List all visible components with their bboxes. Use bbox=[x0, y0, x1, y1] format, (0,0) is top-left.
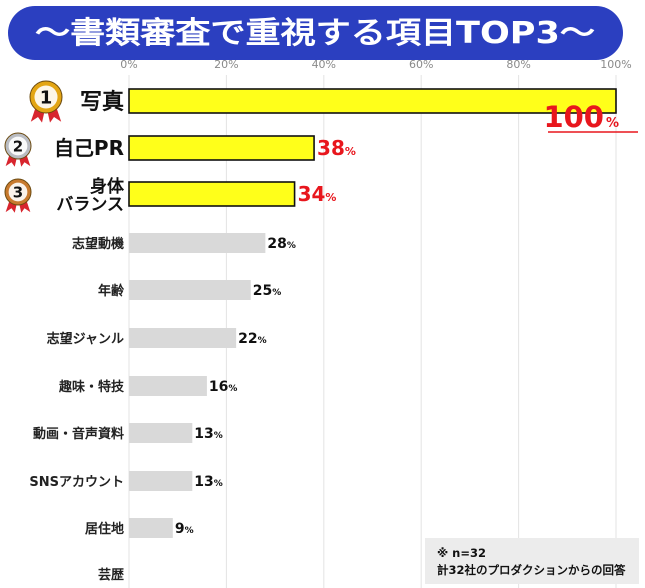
title-banner: 〜書類審査で重視する項目TOP3〜 bbox=[8, 6, 623, 60]
x-tick-label: 0% bbox=[120, 58, 137, 71]
value-label: 38% bbox=[317, 136, 356, 160]
x-tick-label: 20% bbox=[214, 58, 238, 71]
category-label: 動画・音声資料 bbox=[33, 426, 124, 442]
category-label: 志望ジャンル bbox=[47, 331, 124, 347]
value-label: 13% bbox=[194, 426, 223, 442]
value-unit: % bbox=[272, 288, 281, 298]
bar bbox=[129, 423, 193, 443]
sample-size-text: ※ n=32 bbox=[437, 546, 487, 560]
bar bbox=[129, 376, 207, 396]
value-unit: % bbox=[228, 384, 237, 394]
bars bbox=[128, 88, 617, 538]
category-label: SNSアカウント bbox=[29, 475, 124, 490]
value-label: 34% bbox=[298, 182, 337, 206]
category-label: 志望動機 bbox=[72, 236, 124, 252]
category-label: 身体 bbox=[90, 176, 125, 197]
bar bbox=[128, 181, 296, 207]
value-unit: % bbox=[606, 116, 619, 131]
medal-icon: 2 bbox=[4, 132, 32, 167]
sample-note: ※ n=32 計32社のプロダクションからの回答 bbox=[425, 538, 639, 584]
category-label: バランス bbox=[56, 195, 124, 215]
x-tick-label: 60% bbox=[409, 58, 433, 71]
value-label: 9% bbox=[175, 521, 194, 537]
rank-badges: 1 2 3 bbox=[4, 80, 63, 213]
bar bbox=[129, 280, 251, 300]
value-label: 25% bbox=[253, 283, 282, 299]
medal-inner bbox=[8, 182, 28, 202]
value-label: 22% bbox=[238, 331, 267, 347]
value-label: 28% bbox=[267, 236, 296, 252]
bar bbox=[129, 518, 173, 538]
category-label: 写真 bbox=[80, 89, 124, 115]
value-labels: 100 %38%34%28%25%22%16%13%13%9% bbox=[175, 100, 638, 537]
category-label: 自己PR bbox=[54, 136, 124, 160]
value-unit: % bbox=[185, 526, 194, 536]
category-label: 芸歴 bbox=[98, 567, 124, 583]
medal-inner bbox=[34, 85, 58, 109]
medal-number: 3 bbox=[13, 183, 23, 201]
value-label: 13% bbox=[194, 474, 223, 490]
bar bbox=[128, 135, 315, 161]
medal-number: 1 bbox=[40, 88, 53, 109]
chart-title: 〜書類審査で重視する項目TOP3〜 bbox=[35, 16, 595, 51]
value-unit: % bbox=[345, 145, 356, 158]
bar bbox=[128, 88, 617, 114]
category-label: 年齢 bbox=[98, 283, 125, 299]
source-text: 計32社のプロダクションからの回答 bbox=[437, 563, 626, 577]
medal-number: 2 bbox=[13, 137, 23, 155]
value-unit: % bbox=[214, 431, 223, 441]
medal-icon: 1 bbox=[29, 80, 63, 123]
category-label: 居住地 bbox=[85, 521, 124, 537]
x-tick-label: 40% bbox=[312, 58, 336, 71]
value-label: 100 bbox=[543, 100, 604, 134]
title-background bbox=[8, 6, 623, 60]
medal-inner bbox=[8, 136, 28, 156]
bar bbox=[129, 233, 266, 253]
value-label: 16% bbox=[209, 379, 238, 395]
bar bbox=[129, 471, 193, 491]
category-label: 趣味・特技 bbox=[58, 379, 125, 395]
value-unit: % bbox=[214, 479, 223, 489]
value-label-group: 100% bbox=[543, 100, 638, 134]
medal-icon: 3 bbox=[4, 178, 32, 213]
x-tick-label: 100% bbox=[600, 58, 631, 71]
value-unit: % bbox=[258, 336, 267, 346]
value-unit: % bbox=[287, 241, 296, 251]
value-unit: % bbox=[325, 191, 336, 204]
x-tick-label: 80% bbox=[506, 58, 530, 71]
bar bbox=[129, 328, 237, 348]
